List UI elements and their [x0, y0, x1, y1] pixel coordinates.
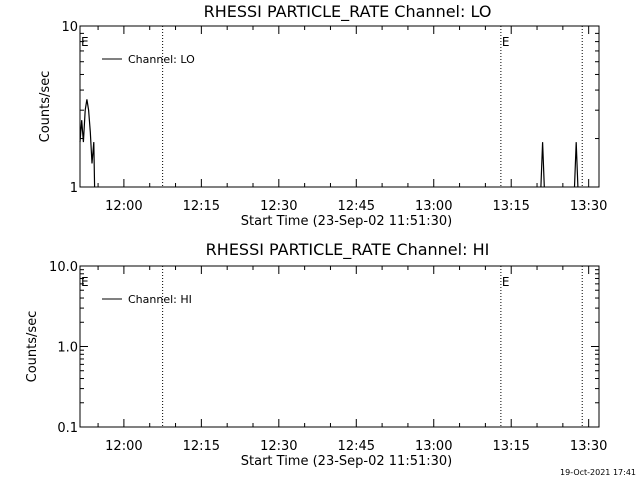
chart-title: RHESSI PARTICLE_RATE Channel: LO	[204, 2, 492, 22]
legend-label: Channel: HI	[128, 293, 192, 306]
x-tick-label: 13:15	[492, 199, 529, 214]
y-tick-label: 1	[70, 181, 78, 196]
event-label: E	[502, 275, 510, 289]
event-label: E	[502, 35, 510, 49]
series-line-1	[79, 99, 96, 188]
chart-panel-2: RHESSI PARTICLE_RATE Channel: HI 0.1 1.0 10…	[25, 240, 607, 469]
x-tick-label: 12:45	[338, 199, 375, 214]
plot-frame	[79, 265, 600, 428]
x-tick-label: 12:30	[260, 439, 297, 454]
legend-label: Channel: LO	[128, 53, 195, 66]
y-axis-label: Counts/sec	[25, 311, 40, 383]
x-tick-label: 13:30	[570, 199, 607, 214]
x-axis-label: Start Time (23-Sep-02 11:51:30)	[241, 454, 452, 469]
edge-event-label: E	[81, 275, 89, 289]
x-tick-label: 12:00	[105, 439, 142, 454]
y-tick-label: 10.0	[49, 260, 78, 275]
y-tick-label: 0.1	[57, 421, 78, 436]
edge-event-label: E	[81, 35, 89, 49]
x-tick-label: 12:00	[105, 199, 142, 214]
x-tick-label: 12:15	[183, 439, 220, 454]
timestamp-label: 19-Oct-2021 17:41	[560, 468, 636, 477]
x-axis-label: Start Time (23-Sep-02 11:51:30)	[241, 214, 452, 229]
y-tick-label: 10	[61, 20, 78, 35]
x-tick-label: 13:00	[415, 439, 452, 454]
x-tick-label: 13:00	[415, 199, 452, 214]
series-line-2	[540, 142, 545, 188]
y-tick-label: 1.0	[57, 341, 78, 356]
series-line-3	[573, 142, 579, 188]
x-tick-label: 13:15	[492, 439, 529, 454]
x-tick-label: 13:30	[570, 439, 607, 454]
x-tick-label: 12:30	[260, 199, 297, 214]
chart-panel-1: RHESSI PARTICLE_RATE Channel: LO 1 10 12:00…	[38, 2, 607, 229]
y-axis-label: Counts/sec	[38, 71, 53, 143]
chart-title: RHESSI PARTICLE_RATE Channel: HI	[206, 240, 490, 260]
x-tick-label: 12:15	[183, 199, 220, 214]
plot-frame	[79, 25, 600, 188]
x-tick-label: 12:45	[338, 439, 375, 454]
